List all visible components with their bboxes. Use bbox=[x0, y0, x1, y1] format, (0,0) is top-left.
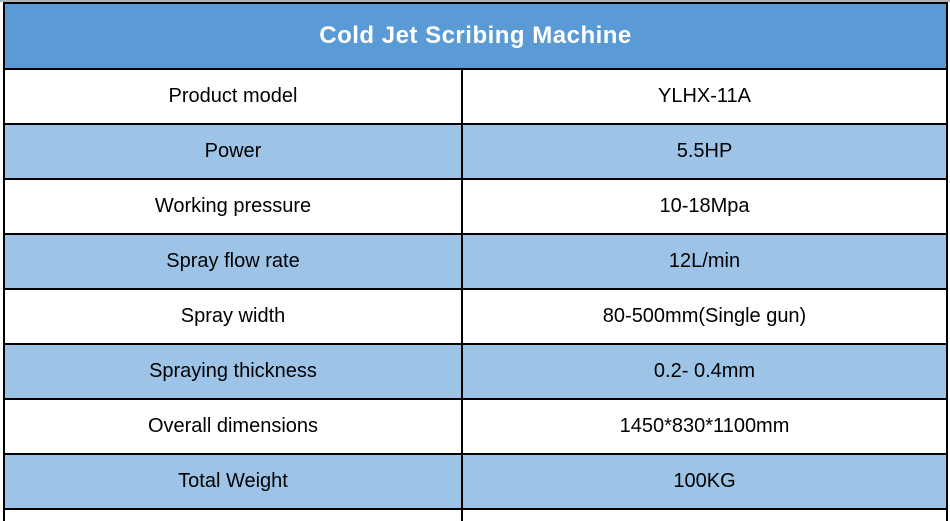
table-row: Product model YLHX-11A bbox=[3, 68, 949, 125]
top-border-line bbox=[0, 0, 950, 2]
spec-value: 10-18Mpa bbox=[460, 178, 949, 235]
table-row: Total Weight 100KG bbox=[3, 453, 949, 510]
spec-label: Working pressure bbox=[3, 178, 463, 235]
table-row: Working pressure 10-18Mpa bbox=[3, 178, 949, 235]
spec-value: 0.2- 0.4mm bbox=[460, 343, 949, 400]
table-row: Power 5.5HP bbox=[3, 123, 949, 180]
spec-value: 1450*830*1100mm bbox=[460, 398, 949, 455]
table-header-row: Cold Jet Scribing Machine bbox=[2, 2, 949, 70]
table-title: Cold Jet Scribing Machine bbox=[2, 2, 949, 70]
spec-value: 80-500mm(Single gun) bbox=[460, 288, 949, 345]
spec-label: Spraying thickness bbox=[3, 343, 463, 400]
table-row: Spray flow rate 12L/min bbox=[3, 233, 949, 290]
spec-label: Spray width bbox=[3, 288, 463, 345]
spec-label: Total Weight bbox=[3, 453, 463, 510]
spec-label: Overall dimensions bbox=[3, 398, 463, 455]
table-row: Spraying thickness 0.2- 0.4mm bbox=[3, 343, 949, 400]
spec-label: Power bbox=[3, 123, 463, 180]
spec-value: YLHX-11A bbox=[460, 68, 949, 125]
spec-value: 12L/min bbox=[460, 233, 949, 290]
partial-cell bbox=[460, 508, 949, 521]
clipped-partial-row bbox=[3, 508, 949, 521]
spec-value: 5.5HP bbox=[460, 123, 949, 180]
spec-label: Product model bbox=[3, 68, 463, 125]
partial-cell bbox=[3, 508, 463, 521]
table-row: Spray width 80-500mm(Single gun) bbox=[3, 288, 949, 345]
table-row: Overall dimensions 1450*830*1100mm bbox=[3, 398, 949, 455]
spec-value: 100KG bbox=[460, 453, 949, 510]
spec-label: Spray flow rate bbox=[3, 233, 463, 290]
